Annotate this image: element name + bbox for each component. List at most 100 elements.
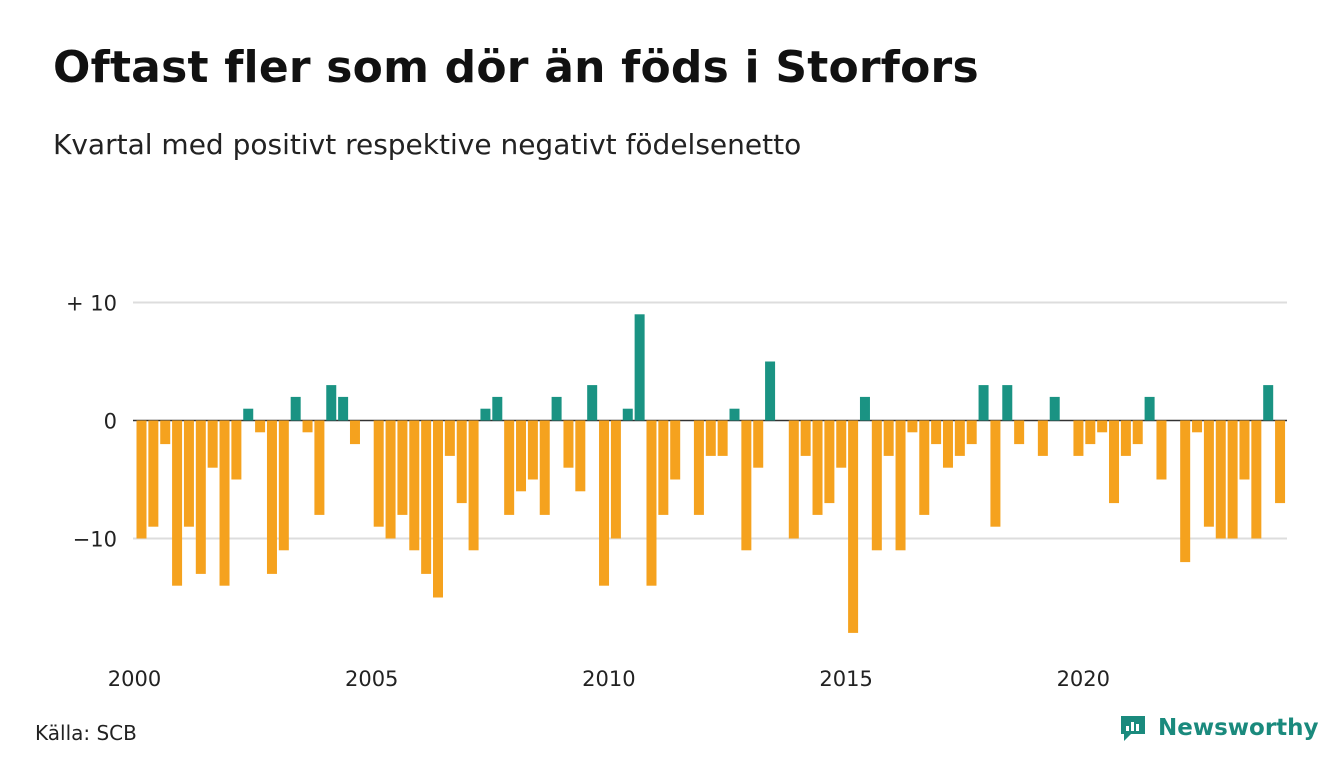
bar — [148, 420, 159, 527]
bar — [848, 420, 859, 633]
bar — [231, 420, 242, 480]
y-tick-label: −10 — [73, 528, 117, 552]
bar — [1263, 385, 1274, 421]
brand-logo: Newsworthy — [1118, 713, 1319, 743]
bar — [421, 420, 432, 574]
bar — [753, 420, 764, 468]
bar — [266, 420, 277, 574]
bar — [539, 420, 550, 515]
bar — [1049, 396, 1060, 421]
bar — [1275, 420, 1286, 504]
bar — [954, 420, 965, 456]
bar — [658, 420, 669, 515]
bar — [314, 420, 325, 515]
bar — [444, 420, 455, 456]
bar — [575, 420, 586, 492]
bar — [243, 408, 254, 421]
bar — [1144, 396, 1155, 421]
bar — [883, 420, 894, 456]
bar — [836, 420, 847, 468]
bar — [326, 385, 337, 421]
bar — [1227, 420, 1238, 539]
bar — [433, 420, 443, 598]
x-tick-label: 2015 — [819, 667, 872, 691]
bar — [1109, 420, 1120, 504]
bar — [599, 420, 610, 586]
bar — [1215, 420, 1226, 539]
bar — [634, 314, 645, 421]
bar — [1037, 420, 1048, 456]
bar — [1014, 420, 1025, 445]
bar — [290, 396, 301, 421]
bar — [1156, 420, 1167, 480]
bars — [136, 314, 1286, 633]
chart-subtitle: Kvartal med positivt respektive negativt… — [53, 128, 802, 161]
bar — [1251, 420, 1262, 539]
bar — [1002, 385, 1013, 421]
bar — [563, 420, 574, 468]
bar — [278, 420, 289, 551]
bar — [670, 420, 681, 480]
bar — [195, 420, 206, 574]
bar — [895, 420, 906, 551]
bar — [587, 385, 598, 421]
bar — [504, 420, 515, 515]
bar — [456, 420, 467, 504]
newsworthy-logo-icon — [1121, 716, 1145, 741]
bar — [931, 420, 942, 445]
bar — [1180, 420, 1191, 563]
bar — [1192, 420, 1203, 433]
bar — [942, 420, 953, 468]
bar — [551, 396, 562, 421]
bar — [136, 420, 147, 539]
bar — [468, 420, 479, 551]
bar — [824, 420, 835, 504]
bar — [978, 385, 989, 421]
bar — [255, 420, 266, 433]
bar — [1085, 420, 1096, 445]
bar — [516, 420, 527, 492]
chart-title: Oftast fler som dör än föds i Storfors — [53, 42, 979, 93]
bar — [610, 420, 621, 539]
x-tick-label: 2020 — [1057, 667, 1110, 691]
bar — [183, 420, 194, 527]
bar — [160, 420, 171, 445]
bar — [397, 420, 408, 515]
x-tick-label: 2000 — [108, 667, 161, 691]
bar — [729, 408, 740, 421]
bar — [1073, 420, 1084, 456]
bar — [1239, 420, 1250, 480]
bar — [527, 420, 538, 480]
bar — [859, 396, 870, 421]
axis-labels: + 10 0 −10 2000 2005 2010 2015 2020 — [66, 292, 1110, 692]
bar — [765, 361, 776, 421]
brand-name: Newsworthy — [1158, 715, 1319, 741]
bar — [646, 420, 657, 586]
bar — [349, 420, 360, 445]
bar — [705, 420, 716, 456]
bar — [966, 420, 977, 445]
bar — [373, 420, 384, 527]
bar — [990, 420, 1001, 527]
bar — [1203, 420, 1214, 527]
x-tick-label: 2005 — [345, 667, 398, 691]
bar — [492, 396, 503, 421]
bar — [385, 420, 396, 539]
bar — [788, 420, 799, 539]
bar — [172, 420, 183, 586]
bar — [1132, 420, 1143, 445]
bar — [622, 408, 633, 421]
bar — [871, 420, 882, 551]
x-tick-label: 2010 — [582, 667, 635, 691]
bar — [302, 420, 313, 433]
bar — [693, 420, 704, 515]
bar — [919, 420, 930, 515]
bar — [717, 420, 728, 456]
bar — [1097, 420, 1108, 433]
bar — [338, 396, 349, 421]
bar — [1120, 420, 1131, 456]
bar — [812, 420, 823, 515]
source-note: Källa: SCB — [35, 721, 137, 745]
bar — [741, 420, 752, 551]
bar — [219, 420, 230, 586]
